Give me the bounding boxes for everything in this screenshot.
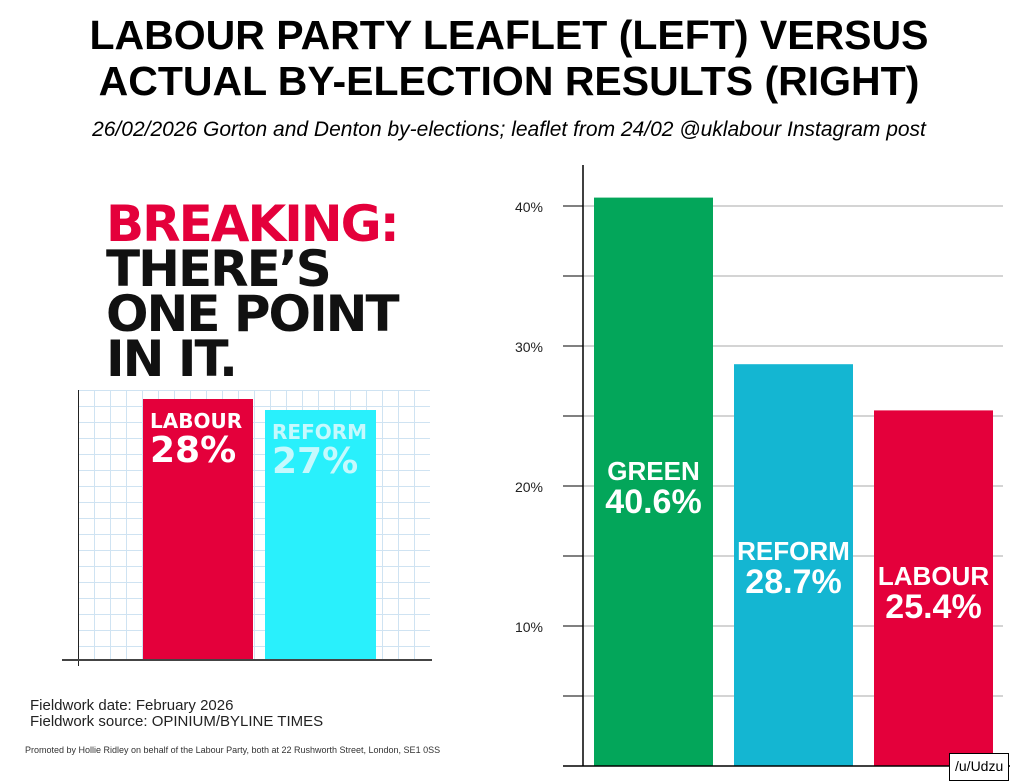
leaflet-bar-reform: REFORM 27% [265,410,376,659]
leaflet-headline-3: ONE POINT [106,285,400,343]
fieldwork-source: Fieldwork source: OPINIUM/BYLINE TIMES [30,713,324,730]
leaflet-bar-label: REFORM [272,420,368,444]
bar-value-label: 40.6% [605,483,701,521]
leaflet-bar-value: 27% [272,441,359,482]
leaflet-bar-value: 28% [150,430,237,471]
title-line-2: ACTUAL BY-ELECTION RESULTS (RIGHT) [98,58,920,104]
subtitle: 26/02/2026 Gorton and Denton by-election… [92,118,926,141]
credit: /u/Udzu [949,753,1009,781]
bar-value-label: 25.4% [885,588,981,626]
title-line-1: LABOUR PARTY LEAFLET (LEFT) VERSUS [89,12,929,58]
bar-category-label: LABOUR [878,561,989,591]
promoted-by: Promoted by Hollie Ridley on behalf of t… [25,745,441,755]
y-tick-label: 40% [515,199,543,215]
leaflet-y-axis [78,390,79,666]
bar-category-label: GREEN [607,456,699,486]
bar-reform [734,364,853,766]
bar-value-label: 28.7% [745,563,841,601]
leaflet-headline-4: IN IT. [106,330,238,388]
leaflet-headline-2: THERE’S [106,240,332,298]
bar-labour [874,410,993,766]
leaflet-bar-label: LABOUR [150,409,243,433]
y-tick-label: 10% [515,619,543,635]
y-tick-label: 30% [515,339,543,355]
fieldwork-date: Fieldwork date: February 2026 [30,697,234,714]
leaflet-headline-1: BREAKING: [106,195,400,253]
bar-green [594,197,713,767]
y-tick-label: 20% [515,479,543,495]
bar-category-label: REFORM [737,536,850,566]
leaflet-x-axis [62,659,432,661]
page-title: LABOUR PARTY LEAFLET (LEFT) VERSUS ACTUA… [0,12,1018,104]
leaflet-bar-labour: LABOUR 28% [143,399,253,659]
